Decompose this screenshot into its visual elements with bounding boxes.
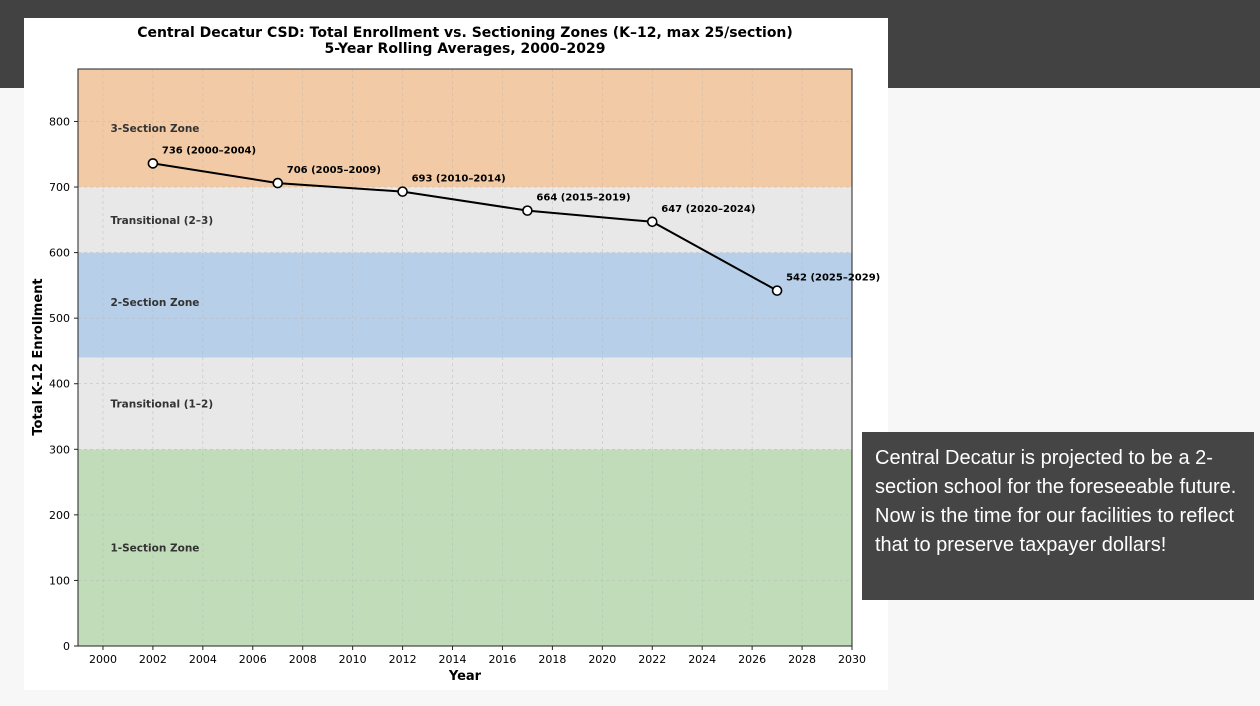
y-tick-label: 400: [49, 378, 70, 391]
x-tick-label: 2006: [239, 653, 267, 666]
x-tick-label: 2022: [638, 653, 666, 666]
chart-card: Central Decatur CSD: Total Enrollment vs…: [24, 18, 888, 690]
enrollment-chart: Central Decatur CSD: Total Enrollment vs…: [31, 25, 880, 684]
y-tick-label: 0: [63, 640, 70, 653]
caption-box: Central Decatur is projected to be a 2-s…: [862, 432, 1254, 600]
data-point: [147, 158, 159, 169]
x-tick-label: 2018: [538, 653, 566, 666]
chart-title: Central Decatur CSD: Total Enrollment vs…: [137, 25, 793, 41]
x-tick-label: 2010: [339, 653, 367, 666]
x-axis-label: Year: [448, 669, 482, 684]
x-tick-label: 2016: [488, 653, 516, 666]
zone-band: [78, 449, 852, 646]
plot-frame: [77, 68, 853, 647]
y-tick-label: 300: [49, 443, 70, 456]
y-tick-label: 500: [49, 312, 70, 325]
data-label: 706 (2005–2009): [287, 165, 381, 176]
zone-label: Transitional (1–2): [110, 398, 213, 410]
y-tick-label: 600: [49, 247, 70, 260]
zone-label: Transitional (2–3): [110, 215, 213, 227]
data-label: 664 (2015–2019): [536, 193, 630, 204]
x-tick-label: 2020: [588, 653, 616, 666]
zone-label: 1-Section Zone: [110, 543, 199, 555]
data-label: 693 (2010–2014): [412, 174, 506, 185]
enrollment-line: [152, 162, 778, 292]
data-label: 647 (2020–2024): [661, 204, 755, 215]
data-point: [522, 205, 533, 216]
zone-label: 2-Section Zone: [110, 297, 199, 309]
zone-band: [78, 357, 852, 450]
zone-band: [78, 252, 852, 358]
y-tick-label: 800: [49, 115, 70, 128]
data-label: 736 (2000–2004): [162, 145, 256, 156]
x-tick-label: 2014: [439, 653, 467, 666]
y-tick-label: 200: [49, 509, 70, 522]
y-tick-label: 100: [49, 574, 70, 587]
x-tick-label: 2028: [788, 653, 816, 666]
x-tick-label: 2030: [838, 653, 866, 666]
data-point: [771, 285, 783, 296]
x-tick-label: 2000: [89, 653, 117, 666]
x-tick-label: 2008: [289, 653, 317, 666]
x-tick-label: 2004: [189, 653, 217, 666]
zone-label: 3-Section Zone: [110, 123, 199, 135]
x-tick-label: 2024: [688, 653, 716, 666]
x-tick-label: 2012: [389, 653, 417, 666]
data-point: [646, 216, 658, 228]
data-label: 542 (2025–2029): [786, 273, 880, 284]
y-axis-label: Total K-12 Enrollment: [31, 278, 46, 435]
chart-subtitle: 5-Year Rolling Averages, 2000–2029: [324, 41, 605, 57]
zone-band: [78, 69, 852, 188]
zone-band: [78, 187, 852, 253]
caption-text: Central Decatur is projected to be a 2-s…: [875, 447, 1237, 556]
x-tick-label: 2026: [738, 653, 766, 666]
y-tick-label: 700: [49, 181, 70, 194]
x-tick-label: 2002: [139, 653, 167, 666]
data-point: [272, 177, 284, 189]
data-point: [397, 186, 408, 197]
